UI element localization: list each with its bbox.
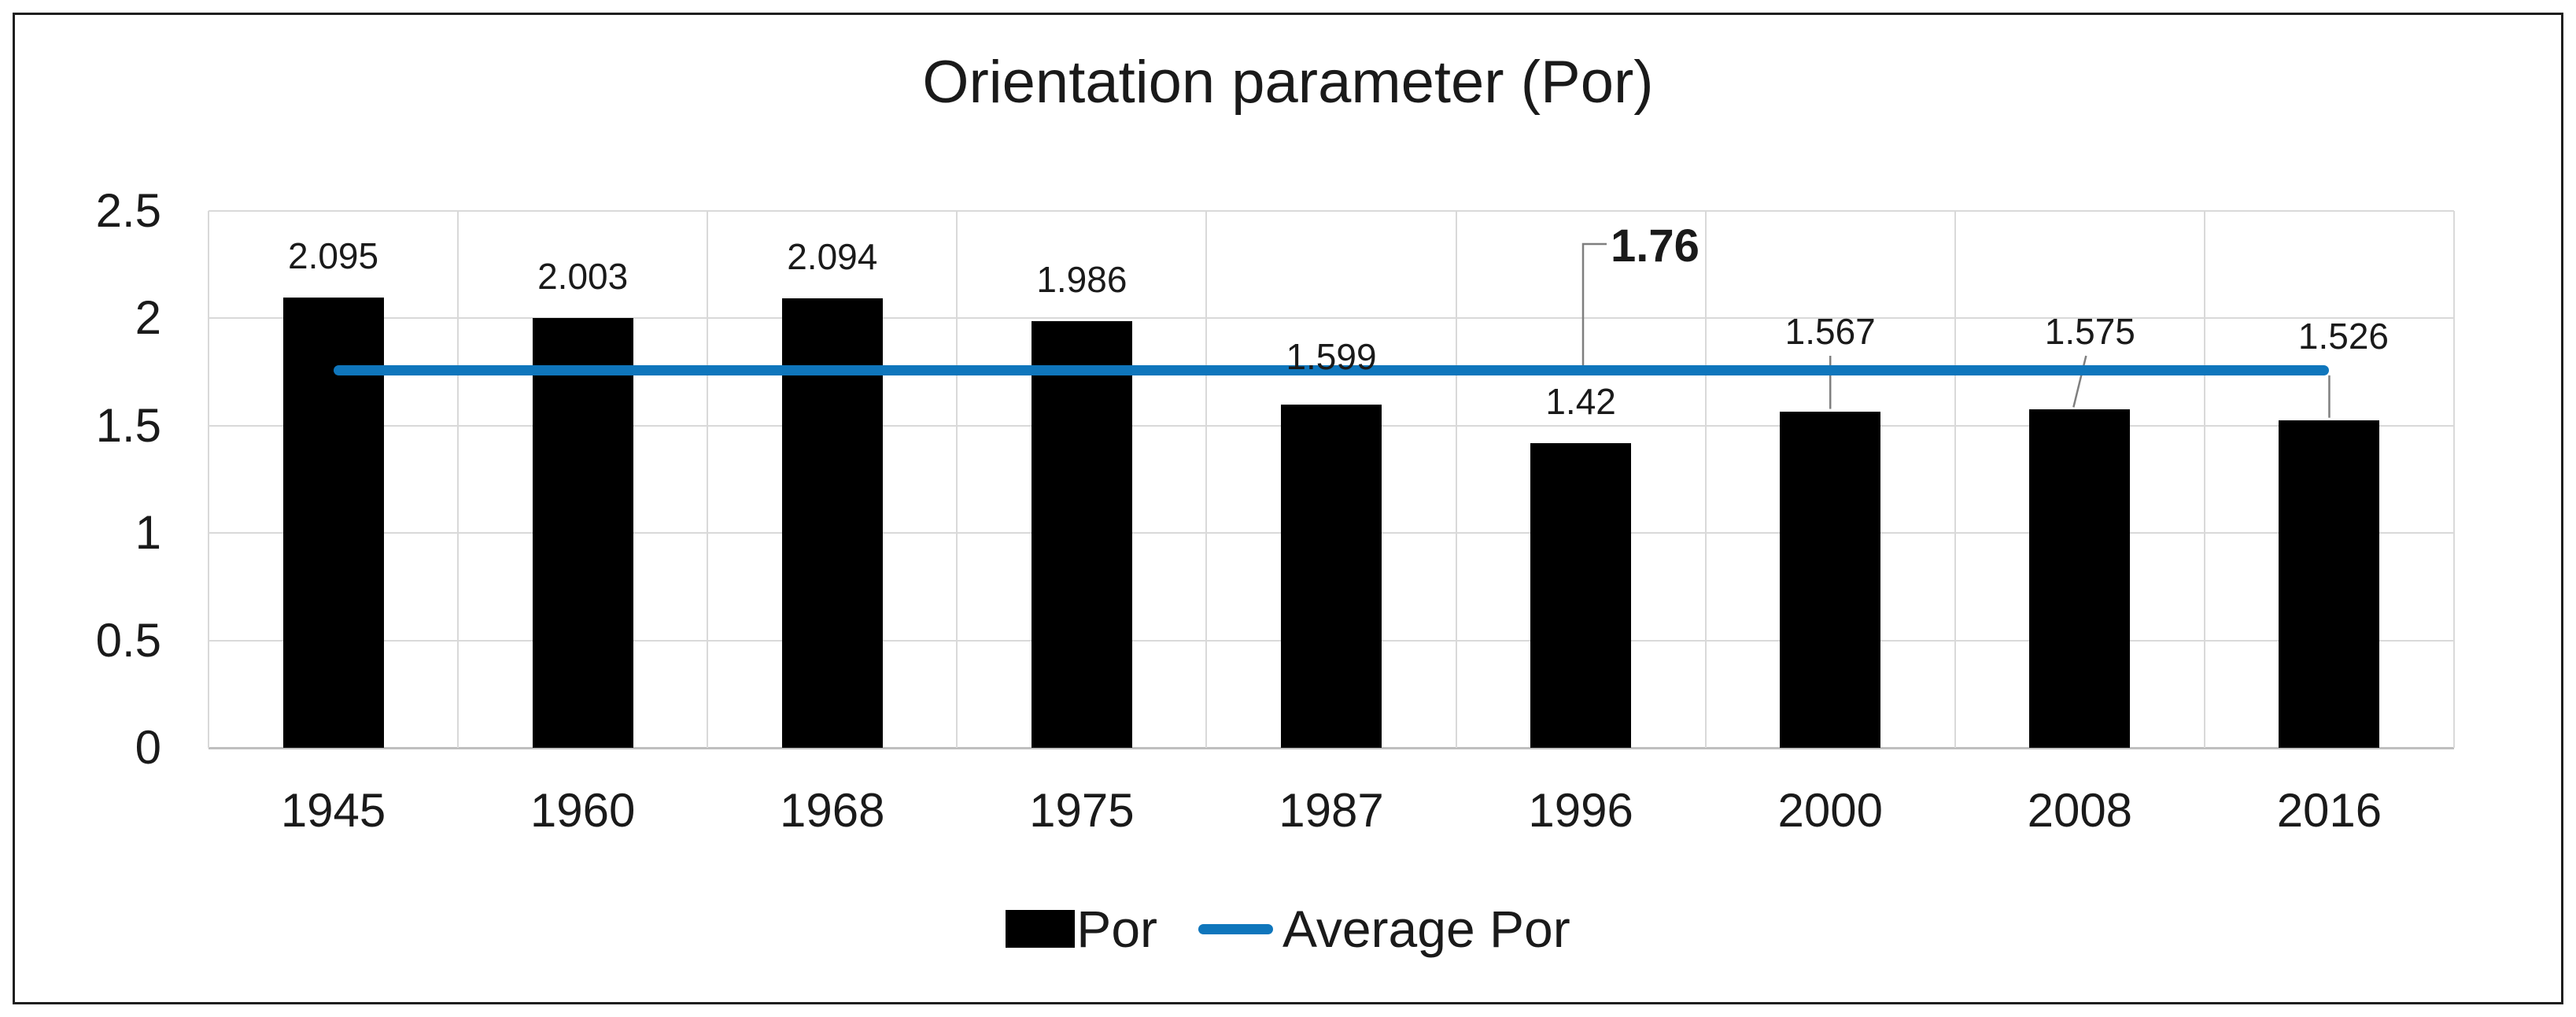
y-tick-label: 1.5 (95, 398, 161, 452)
bar (532, 317, 633, 748)
x-tick-label: 1945 (280, 784, 386, 837)
x-gridline (707, 211, 709, 748)
bar-value-label: 2.094 (787, 235, 878, 277)
x-gridline (956, 211, 958, 748)
x-tick-label: 2008 (2027, 784, 2133, 837)
bar (1780, 411, 1881, 748)
legend-label-por: Por (1076, 900, 1158, 958)
bar-value-label: 1.575 (2044, 311, 2135, 352)
x-gridline (2203, 211, 2205, 748)
bar (1530, 442, 1632, 748)
y-tick-label: 1 (135, 506, 161, 560)
average-line-label: 1.76 (1611, 220, 1699, 272)
y-tick-label: 0.5 (95, 613, 161, 667)
x-gridline (208, 211, 209, 748)
bar (2029, 409, 2131, 748)
x-tick-label: 2016 (2276, 784, 2382, 837)
legend-item-por: Por (1006, 901, 1157, 957)
x-gridline (1954, 211, 1956, 748)
bar-value-label: 1.42 (1545, 380, 1616, 422)
x-tick-label: 1968 (780, 784, 885, 837)
y-tick-label: 2.5 (95, 184, 161, 237)
x-tick-label: 1975 (1029, 784, 1135, 837)
bar (1031, 321, 1132, 748)
bar-value-label: 1.986 (1036, 259, 1127, 301)
y-gridline (209, 317, 2454, 320)
legend-swatch-average-por (1198, 923, 1274, 934)
bar-value-label: 1.526 (2297, 316, 2389, 357)
chart-title: Orientation parameter (Por) (922, 49, 1654, 116)
x-tick-label: 2000 (1777, 784, 1883, 837)
x-gridline (1455, 211, 1457, 748)
x-tick-label: 1996 (1528, 784, 1633, 837)
bar (1281, 404, 1382, 748)
bar-value-label: 1.567 (1784, 311, 1876, 352)
legend-label-average-por: Average Por (1282, 900, 1570, 958)
legend-item-average-por: Average Por (1198, 901, 1570, 957)
legend-swatch-por (1006, 910, 1076, 948)
x-gridline (2453, 211, 2455, 748)
x-axis-line (209, 747, 2454, 749)
y-gridline (209, 210, 2454, 212)
legend: Por Average Por (0, 888, 2576, 970)
x-tick-label: 1960 (530, 784, 636, 837)
x-gridline (1205, 211, 1208, 748)
y-tick-label: 2 (135, 291, 161, 345)
x-gridline (457, 211, 459, 748)
bar-value-label: 2.003 (537, 255, 629, 297)
bar (2279, 420, 2380, 748)
x-tick-label: 1987 (1279, 784, 1384, 837)
bar-value-label: 2.095 (287, 235, 379, 277)
y-tick-label: 0 (135, 721, 161, 774)
x-gridline (1704, 211, 1707, 748)
bar-value-label: 1.599 (1286, 336, 1377, 377)
